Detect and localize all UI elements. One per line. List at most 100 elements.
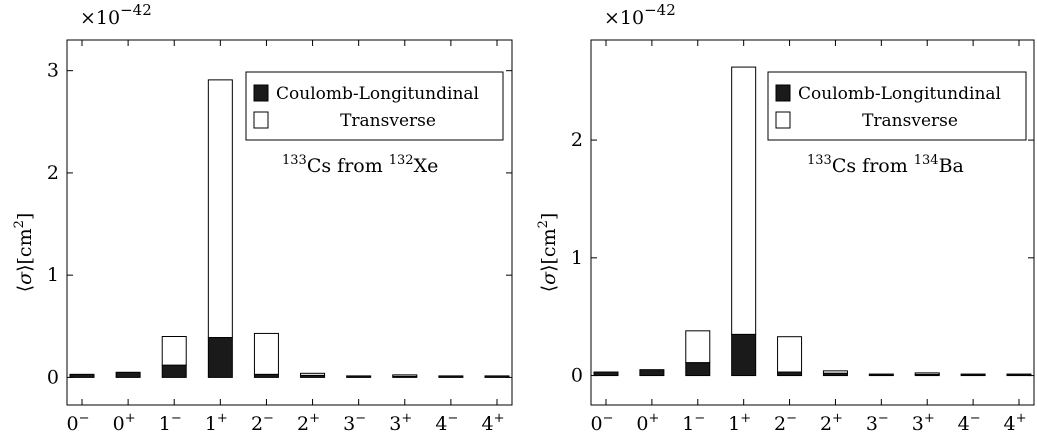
x-tick-label: 3−	[343, 411, 366, 435]
scale-note: ×10−42	[604, 1, 676, 29]
x-tick-label-sup: −	[603, 411, 614, 426]
plot-frame	[66, 39, 513, 406]
x-tick-label-base: 0	[113, 413, 125, 435]
legend-box	[767, 71, 1027, 141]
bar-coulomb	[438, 375, 464, 378]
annotation-text: Xe	[414, 155, 439, 177]
x-tick-label-base: 0	[591, 413, 603, 435]
y-axis-label-part: σ	[538, 271, 560, 285]
legend-box	[245, 71, 504, 141]
scale-note-exp: −42	[644, 1, 676, 19]
legend: Coulomb-Longitundinal Transverse	[245, 71, 504, 141]
annotation-text: Cs from	[832, 155, 914, 177]
y-tick-label: 2	[47, 162, 59, 184]
scale-note-base: ×10	[80, 7, 120, 29]
bar-transverse	[822, 370, 848, 374]
x-tick-label-base: 3	[912, 413, 924, 435]
bar-coulomb	[639, 369, 665, 377]
x-tick-label: 1+	[728, 411, 751, 435]
plot-frame	[590, 39, 1035, 406]
x-tick-label-sup: +	[401, 411, 412, 426]
annotation-iso: 132	[389, 153, 414, 168]
bar-coulomb	[777, 371, 803, 377]
x-tick-label-base: 2	[251, 413, 263, 435]
x-tick-label-base: 3	[866, 413, 878, 435]
x-tick-label: 2−	[774, 411, 797, 435]
annotation-iso: 133	[807, 153, 832, 168]
bar-coulomb	[115, 371, 141, 378]
bar-transverse	[300, 372, 326, 376]
x-tick-label-sup: −	[79, 411, 90, 426]
bar-coulomb	[685, 362, 711, 377]
y-axis-label: ⟨σ⟩[cm2]	[536, 213, 560, 293]
y-tick-label: 1	[571, 247, 583, 269]
scale-note: ×10−42	[80, 1, 152, 29]
y-axis-label-part: ⟨	[14, 285, 36, 292]
x-tick-label-sup: +	[740, 411, 751, 426]
x-tick-label-base: 4	[1004, 413, 1016, 435]
x-tick-label-sup: −	[263, 411, 274, 426]
y-tick-label: 0	[571, 365, 583, 387]
legend-label: Coulomb-Longitundinal	[276, 84, 479, 104]
x-tick-label: 0+	[113, 411, 136, 435]
x-tick-label-sup: +	[832, 411, 843, 426]
x-tick-label-base: 4	[958, 413, 970, 435]
x-tick-label: 1−	[159, 411, 182, 435]
scale-note-exp: −42	[120, 1, 152, 19]
bar-coulomb	[207, 337, 233, 378]
bar-coulomb	[593, 371, 619, 377]
x-tick-label-sup: +	[494, 411, 505, 426]
chart-annotation: 133Cs from 132Xe	[282, 153, 438, 177]
x-tick-label: 4+	[482, 411, 505, 435]
x-tick-label-base: 2	[820, 413, 832, 435]
y-axis-label-sup: 2	[536, 220, 551, 228]
x-tick-label-base: 1	[159, 413, 171, 435]
y-axis-label-part: ⟨	[538, 285, 560, 292]
legend-swatch	[253, 84, 269, 102]
x-tick-label-base: 2	[297, 413, 309, 435]
y-axis-label-part: ]	[538, 213, 560, 220]
y-axis-label-part: ⟩[cm	[538, 228, 560, 271]
x-tick-label-base: 2	[774, 413, 786, 435]
x-tick-label-sup: +	[309, 411, 320, 426]
x-tick-label: 1−	[682, 411, 705, 435]
y-axis-label-part: ⟩[cm	[14, 228, 36, 271]
bar-coulomb	[960, 373, 986, 377]
bar-coulomb	[346, 375, 372, 378]
bar-transverse	[777, 336, 803, 373]
x-tick-label-base: 3	[343, 413, 355, 435]
y-tick-label: 1	[47, 264, 59, 286]
x-tick-label: 3+	[389, 411, 412, 435]
bar-transverse	[914, 372, 940, 375]
bar-transverse	[731, 66, 757, 335]
x-tick-label: 3+	[912, 411, 935, 435]
y-axis-label-part: ]	[14, 213, 36, 220]
legend-swatch	[253, 111, 269, 129]
bar-coulomb	[161, 364, 187, 378]
bar-transverse	[207, 79, 233, 339]
annotation-text: Cs from	[307, 155, 389, 177]
bar-transverse	[253, 332, 279, 375]
x-tick-label-base: 4	[482, 413, 494, 435]
scale-note-base: ×10	[604, 7, 644, 29]
bar-transverse	[392, 374, 418, 377]
annotation-text: Ba	[939, 155, 964, 177]
x-tick-label: 0−	[591, 411, 614, 435]
bar-coulomb	[1006, 373, 1032, 377]
x-tick-label-base: 4	[435, 413, 447, 435]
legend-swatch	[775, 84, 791, 102]
x-tick-label-base: 1	[682, 413, 694, 435]
chart-annotation: 133Cs from 134Ba	[807, 153, 964, 177]
x-tick-label: 3−	[866, 411, 889, 435]
x-tick-label-sup: −	[878, 411, 889, 426]
legend-label: Coulomb-Longitundinal	[798, 84, 1001, 104]
y-tick-label: 0	[47, 366, 59, 388]
x-tick-label: 2+	[297, 411, 320, 435]
x-tick-label: 2−	[251, 411, 274, 435]
x-tick-label: 0−	[67, 411, 90, 435]
x-tick-label-base: 0	[636, 413, 648, 435]
legend: Coulomb-Longitundinal Transverse	[767, 71, 1027, 141]
